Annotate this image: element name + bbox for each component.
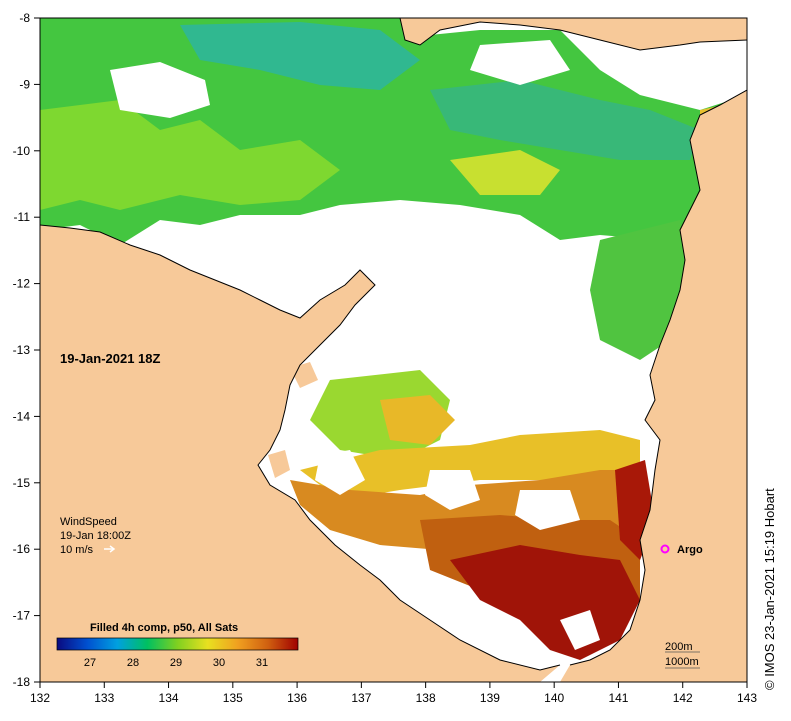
sst-east-strip <box>590 220 690 360</box>
sst-north-teal <box>180 22 420 90</box>
y-tick-label: -11 <box>14 210 31 224</box>
colorbar <box>56 637 299 651</box>
y-tick-label: -13 <box>13 343 31 357</box>
x-tick-label: 138 <box>416 691 436 705</box>
wind-time: 19-Jan 18:00Z <box>60 530 131 542</box>
y-tick-label: -12 <box>13 277 31 291</box>
x-tick-label: 140 <box>544 691 564 705</box>
y-tick-label: -8 <box>19 11 30 25</box>
colorbar-tick-label: 27 <box>84 657 96 669</box>
cloud-patch-n <box>470 40 570 85</box>
argo-marker-icon <box>660 544 670 554</box>
land-new-guinea <box>400 18 747 50</box>
x-tick-label: 141 <box>608 691 628 705</box>
coastline-west <box>40 224 561 671</box>
x-tick-label: 134 <box>159 691 179 705</box>
y-tick-label: -9 <box>19 77 30 91</box>
cloud-patch-s2 <box>425 470 480 510</box>
colorbar-tick-label: 30 <box>213 657 225 669</box>
x-tick-label: 139 <box>480 691 500 705</box>
argo-label: Argo <box>677 544 703 556</box>
y-tick-label: -15 <box>13 476 31 490</box>
credit-label: © IMOS 23-Jan-2021 15:19 Hobart <box>762 488 777 690</box>
x-tick-label: 133 <box>94 691 114 705</box>
y-tick-label: -17 <box>13 609 31 623</box>
y-axis: -8 -9 -10 -11 -12 -13 -14 -15 -16 -17 -18 <box>13 11 40 689</box>
x-tick-label: 143 <box>737 691 757 705</box>
colorbar-ticks: 27 28 29 30 31 <box>84 657 268 669</box>
wind-scale: 10 m/s <box>60 544 94 556</box>
x-tick-label: 132 <box>30 691 50 705</box>
y-tick-label: -16 <box>13 542 31 556</box>
colorbar-tick-label: 31 <box>256 657 268 669</box>
sst-north-yellow <box>450 150 560 195</box>
colorbar-tick-label: 29 <box>170 657 182 669</box>
coastline-east <box>569 89 747 666</box>
x-tick-label: 137 <box>351 691 371 705</box>
sst-north-light <box>40 100 340 210</box>
cloud-patch-nw <box>110 62 210 118</box>
date-label: 19-Jan-2021 18Z <box>60 351 161 366</box>
plot-area <box>40 18 747 682</box>
cloud-patch-se <box>560 610 600 650</box>
y-tick-label: -14 <box>13 409 31 423</box>
contour-200m-label: 200m <box>665 641 693 653</box>
contour-1000m-label: 1000m <box>665 656 699 668</box>
land-island-1 <box>268 450 290 478</box>
wind-arrow-icon <box>104 545 116 553</box>
cloud-patch-s3 <box>515 490 580 530</box>
land-island-2 <box>290 362 318 388</box>
cloud-patch-s1 <box>315 450 365 495</box>
y-tick-label: -10 <box>13 144 31 158</box>
x-tick-label: 142 <box>673 691 693 705</box>
colorbar-tick-label: 28 <box>127 657 139 669</box>
wind-title: WindSpeed <box>60 516 117 528</box>
coastline-north <box>399 18 747 51</box>
x-tick-label: 135 <box>223 691 243 705</box>
land-east <box>560 90 747 682</box>
x-axis: 132 133 134 135 136 137 138 139 140 141 142 143 <box>30 682 757 705</box>
land-west <box>40 225 560 682</box>
sst-mid-orange <box>380 395 455 445</box>
sst-south-yellow <box>300 430 640 500</box>
colorbar-title: Filled 4h comp, p50, All Sats <box>90 622 238 634</box>
y-tick-label: -18 <box>13 675 31 689</box>
sst-north-teal2 <box>430 80 700 160</box>
x-tick-label: 136 <box>287 691 307 705</box>
